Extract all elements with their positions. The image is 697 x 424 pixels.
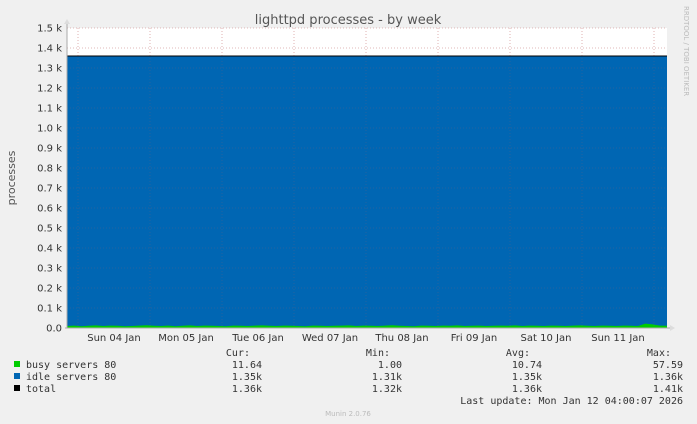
y-axis-label: processes	[5, 150, 18, 205]
y-tick-label: 1.1 k	[37, 104, 62, 115]
y-tick-label: 1.3 k	[37, 64, 62, 75]
last-update: Last update: Mon Jan 12 04:00:07 2026	[460, 396, 683, 407]
legend-swatch	[14, 373, 20, 379]
legend-name: total	[26, 384, 56, 395]
rrdtool-side-label: RRDTOOL / TOBI OETIKER	[682, 6, 690, 96]
y-tick-label: 1.0 k	[37, 124, 62, 135]
legend-header-cur: Cur:	[226, 348, 250, 359]
y-tick-label: 0.7 k	[37, 184, 62, 195]
y-tick-label: 0.0	[46, 324, 62, 335]
y-tick-label: 0.4 k	[37, 244, 62, 255]
legend-header-max: Max:	[647, 348, 671, 359]
legend-min: 1.00	[378, 360, 402, 371]
x-tick-label: Thu 08 Jan	[374, 333, 428, 344]
y-tick-label: 0.2 k	[37, 284, 62, 295]
chart-title: lighttpd processes - by week	[255, 13, 442, 28]
legend-max: 57.59	[653, 360, 683, 371]
x-tick-label: Fri 09 Jan	[451, 333, 497, 344]
area-layer	[67, 55, 667, 328]
legend-header-avg: Avg:	[506, 348, 530, 359]
y-axis-arrow	[64, 19, 70, 24]
legend-name: busy servers 80	[26, 360, 116, 371]
y-tick-label: 0.6 k	[37, 204, 62, 215]
legend-cur: 1.35k	[232, 372, 262, 383]
legend-avg: 1.35k	[512, 372, 542, 383]
overlay-grid-layer	[67, 27, 667, 328]
y-tick-label: 0.9 k	[37, 144, 62, 155]
y-tick-label: 1.4 k	[37, 44, 62, 55]
legend-max: 1.36k	[653, 372, 683, 383]
legend-min: 1.32k	[372, 384, 402, 395]
axes	[64, 19, 675, 331]
legend-avg: 10.74	[512, 360, 542, 371]
y-tick-label: 1.2 k	[37, 84, 62, 95]
busy-servers-area	[67, 323, 667, 328]
legend-avg: 1.36k	[512, 384, 542, 395]
x-tick-label: Sun 11 Jan	[591, 333, 645, 344]
legend: Cur: Min: Avg: Max: busy servers 80 11.64…	[14, 348, 683, 407]
legend-swatch	[14, 385, 20, 391]
x-ticks: Sun 04 Jan Mon 05 Jan Tue 06 Jan Wed 07 Jan…	[87, 333, 645, 344]
idle-servers-area	[67, 56, 667, 328]
y-tick-label: 1.5 k	[37, 24, 62, 35]
legend-header-min: Min:	[366, 348, 390, 359]
x-tick-label: Sun 04 Jan	[87, 333, 141, 344]
x-tick-label: Tue 06 Jan	[231, 333, 284, 344]
y-tick-label: 0.3 k	[37, 264, 62, 275]
legend-swatch	[14, 361, 20, 367]
x-axis-arrow	[670, 325, 675, 331]
y-tick-label: 0.1 k	[37, 304, 62, 315]
legend-min: 1.31k	[372, 372, 402, 383]
legend-cur: 1.36k	[232, 384, 262, 395]
legend-max: 1.41k	[653, 384, 683, 395]
x-tick-label: Mon 05 Jan	[158, 333, 214, 344]
legend-name: idle servers 80	[26, 372, 116, 383]
y-tick-label: 0.5 k	[37, 224, 62, 235]
y-ticks: 0.0 0.1 k 0.2 k 0.3 k 0.4 k 0.5 k 0.6 k 0.7 k 0.…	[37, 24, 62, 335]
y-tick-label: 0.8 k	[37, 164, 62, 175]
munin-footer: Munin 2.0.76	[325, 410, 371, 418]
x-tick-label: Sat 10 Jan	[521, 333, 572, 344]
x-tick-label: Wed 07 Jan	[302, 333, 358, 344]
legend-cur: 11.64	[232, 360, 262, 371]
